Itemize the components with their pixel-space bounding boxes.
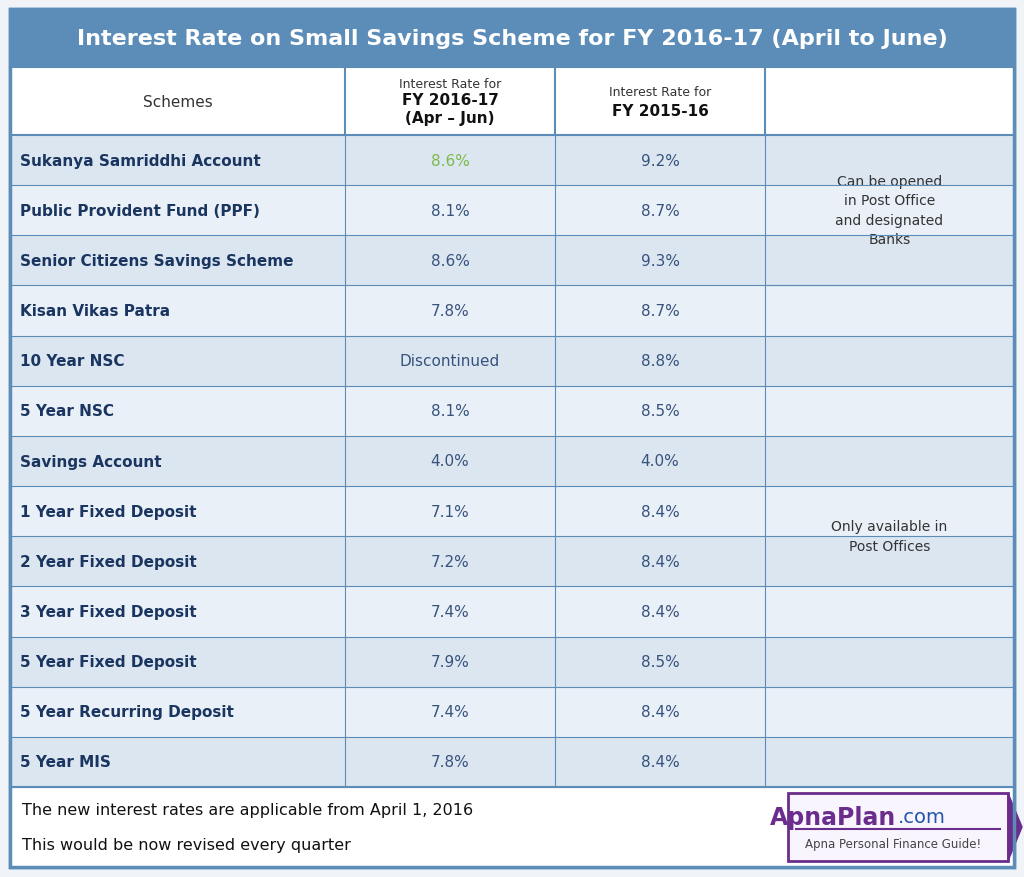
Text: 7.8%: 7.8% [431, 303, 469, 318]
Text: 8.1%: 8.1% [431, 203, 469, 218]
Text: Apna Personal Finance Guide!: Apna Personal Finance Guide! [805, 838, 981, 851]
Text: Kisan Vikas Patra: Kisan Vikas Patra [20, 303, 170, 318]
Text: 10 Year NSC: 10 Year NSC [20, 353, 125, 368]
Text: Can be opened
in Post Office
and designated
Banks: Can be opened in Post Office and designa… [836, 175, 943, 247]
Text: FY 2016-17: FY 2016-17 [401, 92, 499, 107]
Text: 8.8%: 8.8% [641, 353, 679, 368]
Text: Public Provident Fund (PPF): Public Provident Fund (PPF) [20, 203, 260, 218]
Text: 2 Year Fixed Deposit: 2 Year Fixed Deposit [20, 554, 197, 569]
Bar [10, 186, 1014, 236]
Text: 9.2%: 9.2% [641, 153, 680, 168]
Bar [10, 687, 1014, 737]
Text: Interest Rate for: Interest Rate for [399, 77, 501, 90]
Text: 5 Year Fixed Deposit: 5 Year Fixed Deposit [20, 654, 197, 669]
Text: 8.4%: 8.4% [641, 754, 679, 769]
Text: 5 Year MIS: 5 Year MIS [20, 754, 111, 769]
Text: Sukanya Samriddhi Account: Sukanya Samriddhi Account [20, 153, 261, 168]
Text: 8.4%: 8.4% [641, 554, 679, 569]
Text: 8.1%: 8.1% [431, 404, 469, 419]
Polygon shape [1008, 793, 1022, 861]
Text: Interest Rate on Small Savings Scheme for FY 2016-17 (April to June): Interest Rate on Small Savings Scheme fo… [77, 29, 947, 49]
Bar [10, 68, 1014, 136]
Text: 5 Year NSC: 5 Year NSC [20, 404, 114, 419]
Text: 5 Year Recurring Deposit: 5 Year Recurring Deposit [20, 704, 233, 719]
Text: 8.4%: 8.4% [641, 504, 679, 519]
Text: 3 Year Fixed Deposit: 3 Year Fixed Deposit [20, 604, 197, 619]
Bar [10, 336, 1014, 387]
Text: 8.4%: 8.4% [641, 704, 679, 719]
Text: (Apr – Jun): (Apr – Jun) [406, 111, 495, 126]
Bar [10, 136, 1014, 186]
Text: 8.6%: 8.6% [430, 253, 469, 268]
Bar [788, 793, 1008, 861]
Text: 8.7%: 8.7% [641, 303, 679, 318]
Text: Senior Citizens Savings Scheme: Senior Citizens Savings Scheme [20, 253, 294, 268]
Text: Savings Account: Savings Account [20, 454, 162, 469]
Text: 1 Year Fixed Deposit: 1 Year Fixed Deposit [20, 504, 197, 519]
Text: 7.4%: 7.4% [431, 704, 469, 719]
Text: 8.7%: 8.7% [641, 203, 679, 218]
Bar [10, 487, 1014, 537]
Text: 8.6%: 8.6% [430, 153, 469, 168]
Text: Schemes: Schemes [142, 95, 212, 110]
Bar [10, 637, 1014, 687]
Bar [10, 737, 1014, 787]
Text: 7.8%: 7.8% [431, 754, 469, 769]
Text: The new interest rates are applicable from April 1, 2016: The new interest rates are applicable fr… [22, 802, 473, 817]
Text: FY 2015-16: FY 2015-16 [611, 104, 709, 119]
Bar [10, 10, 1014, 68]
Text: 4.0%: 4.0% [641, 454, 679, 469]
Text: 8.4%: 8.4% [641, 604, 679, 619]
Bar [10, 286, 1014, 336]
Bar [10, 787, 1014, 867]
Bar [10, 537, 1014, 587]
Text: 8.5%: 8.5% [641, 404, 679, 419]
Text: Discontinued: Discontinued [400, 353, 500, 368]
Text: 7.4%: 7.4% [431, 604, 469, 619]
Text: 8.5%: 8.5% [641, 654, 679, 669]
Text: 7.1%: 7.1% [431, 504, 469, 519]
Text: 7.2%: 7.2% [431, 554, 469, 569]
Text: This would be now revised every quarter: This would be now revised every quarter [22, 838, 351, 852]
Text: 7.9%: 7.9% [430, 654, 469, 669]
Text: ApnaPlan: ApnaPlan [770, 805, 896, 829]
Bar [10, 587, 1014, 637]
Bar [10, 236, 1014, 286]
Bar [10, 387, 1014, 437]
Text: 9.3%: 9.3% [640, 253, 680, 268]
Text: Only available in
Post Offices: Only available in Post Offices [831, 520, 947, 553]
Bar [10, 437, 1014, 487]
Text: .com: .com [898, 808, 946, 826]
Text: Interest Rate for: Interest Rate for [609, 85, 711, 98]
Text: 4.0%: 4.0% [431, 454, 469, 469]
